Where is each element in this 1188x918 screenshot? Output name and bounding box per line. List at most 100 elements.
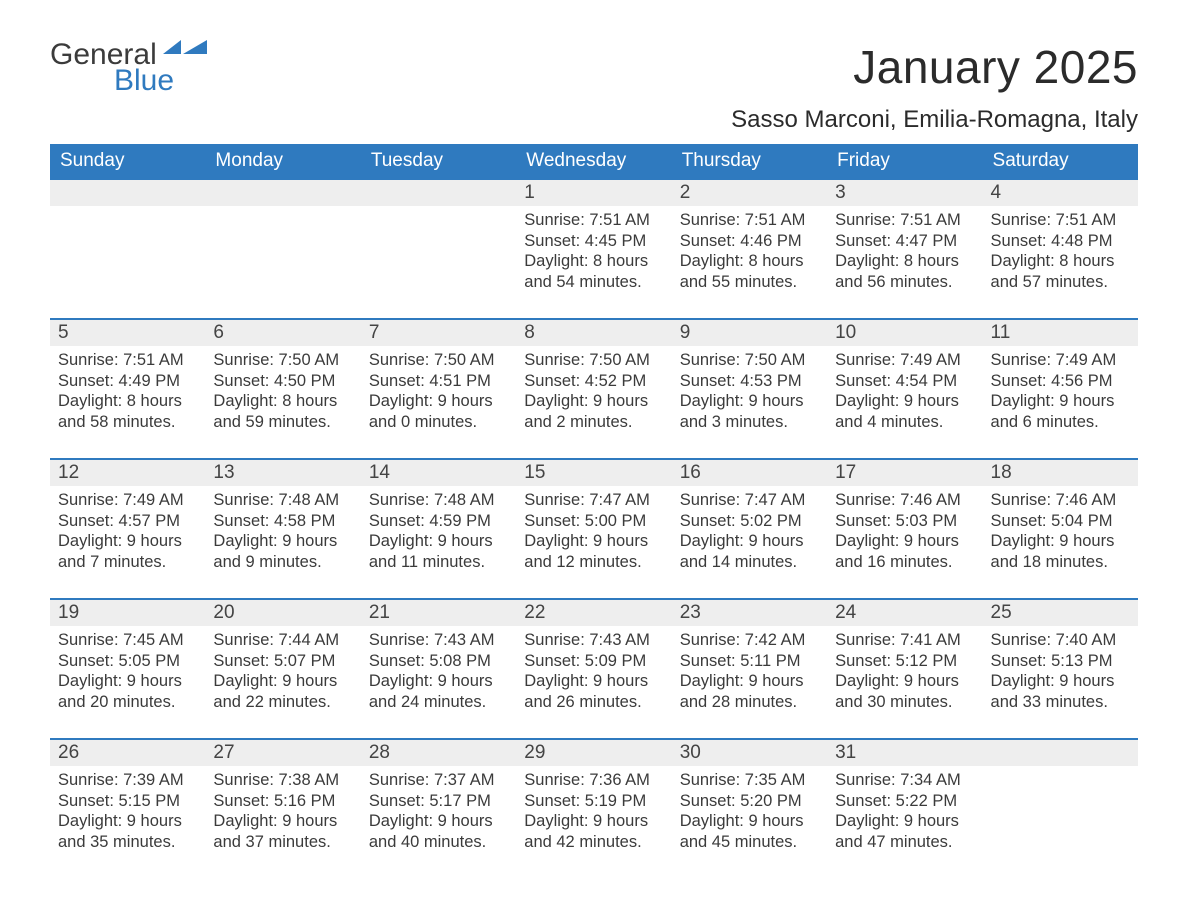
- daylight-line1: Daylight: 9 hours: [58, 811, 197, 832]
- sunrise-text: Sunrise: 7:51 AM: [58, 350, 197, 371]
- day-cell: 25Sunrise: 7:40 AMSunset: 5:13 PMDayligh…: [983, 599, 1138, 739]
- day-number: 14: [361, 460, 516, 486]
- sunset-text: Sunset: 4:54 PM: [835, 371, 974, 392]
- sunrise-text: Sunrise: 7:51 AM: [680, 210, 819, 231]
- day-number: [983, 740, 1138, 766]
- day-cell: 11Sunrise: 7:49 AMSunset: 4:56 PMDayligh…: [983, 319, 1138, 459]
- day-cell: 27Sunrise: 7:38 AMSunset: 5:16 PMDayligh…: [205, 739, 360, 879]
- day-body: Sunrise: 7:47 AMSunset: 5:02 PMDaylight:…: [672, 486, 827, 579]
- daylight-line1: Daylight: 8 hours: [58, 391, 197, 412]
- day-number: 19: [50, 600, 205, 626]
- day-body: Sunrise: 7:50 AMSunset: 4:51 PMDaylight:…: [361, 346, 516, 439]
- day-cell: 22Sunrise: 7:43 AMSunset: 5:09 PMDayligh…: [516, 599, 671, 739]
- sunrise-text: Sunrise: 7:48 AM: [369, 490, 508, 511]
- day-number: 24: [827, 600, 982, 626]
- day-body: [983, 766, 1138, 776]
- sunrise-text: Sunrise: 7:34 AM: [835, 770, 974, 791]
- sunset-text: Sunset: 5:19 PM: [524, 791, 663, 812]
- day-number: 22: [516, 600, 671, 626]
- daylight-line1: Daylight: 9 hours: [524, 531, 663, 552]
- sunrise-text: Sunrise: 7:38 AM: [213, 770, 352, 791]
- day-cell: 2Sunrise: 7:51 AMSunset: 4:46 PMDaylight…: [672, 179, 827, 319]
- sunset-text: Sunset: 5:03 PM: [835, 511, 974, 532]
- daylight-line2: and 4 minutes.: [835, 412, 974, 433]
- sunset-text: Sunset: 5:05 PM: [58, 651, 197, 672]
- sunset-text: Sunset: 4:57 PM: [58, 511, 197, 532]
- title-block: January 2025 Sasso Marconi, Emilia-Romag…: [731, 40, 1138, 134]
- day-header: Thursday: [672, 144, 827, 179]
- day-number: 23: [672, 600, 827, 626]
- daylight-line1: Daylight: 9 hours: [835, 531, 974, 552]
- day-body: Sunrise: 7:41 AMSunset: 5:12 PMDaylight:…: [827, 626, 982, 719]
- day-number: 21: [361, 600, 516, 626]
- sunrise-text: Sunrise: 7:36 AM: [524, 770, 663, 791]
- day-header: Friday: [827, 144, 982, 179]
- sunset-text: Sunset: 5:20 PM: [680, 791, 819, 812]
- day-body: Sunrise: 7:43 AMSunset: 5:09 PMDaylight:…: [516, 626, 671, 719]
- daylight-line1: Daylight: 9 hours: [524, 811, 663, 832]
- daylight-line2: and 26 minutes.: [524, 692, 663, 713]
- daylight-line1: Daylight: 8 hours: [213, 391, 352, 412]
- sunset-text: Sunset: 5:04 PM: [991, 511, 1130, 532]
- sunrise-text: Sunrise: 7:50 AM: [213, 350, 352, 371]
- sunrise-text: Sunrise: 7:42 AM: [680, 630, 819, 651]
- day-number: 18: [983, 460, 1138, 486]
- daylight-line1: Daylight: 9 hours: [58, 671, 197, 692]
- daylight-line2: and 35 minutes.: [58, 832, 197, 853]
- day-number: 4: [983, 180, 1138, 206]
- day-cell: 26Sunrise: 7:39 AMSunset: 5:15 PMDayligh…: [50, 739, 205, 879]
- day-header: Sunday: [50, 144, 205, 179]
- day-body: Sunrise: 7:38 AMSunset: 5:16 PMDaylight:…: [205, 766, 360, 859]
- day-cell: 20Sunrise: 7:44 AMSunset: 5:07 PMDayligh…: [205, 599, 360, 739]
- day-cell: 10Sunrise: 7:49 AMSunset: 4:54 PMDayligh…: [827, 319, 982, 459]
- day-cell: [50, 179, 205, 319]
- sunset-text: Sunset: 4:49 PM: [58, 371, 197, 392]
- daylight-line2: and 55 minutes.: [680, 272, 819, 293]
- week-row: 12Sunrise: 7:49 AMSunset: 4:57 PMDayligh…: [50, 459, 1138, 599]
- day-body: Sunrise: 7:37 AMSunset: 5:17 PMDaylight:…: [361, 766, 516, 859]
- logo: General Blue: [50, 40, 207, 96]
- daylight-line1: Daylight: 9 hours: [680, 531, 819, 552]
- sunset-text: Sunset: 5:16 PM: [213, 791, 352, 812]
- sunset-text: Sunset: 4:45 PM: [524, 231, 663, 252]
- daylight-line2: and 22 minutes.: [213, 692, 352, 713]
- day-cell: 8Sunrise: 7:50 AMSunset: 4:52 PMDaylight…: [516, 319, 671, 459]
- day-body: Sunrise: 7:39 AMSunset: 5:15 PMDaylight:…: [50, 766, 205, 859]
- day-number: 31: [827, 740, 982, 766]
- day-body: Sunrise: 7:48 AMSunset: 4:59 PMDaylight:…: [361, 486, 516, 579]
- daylight-line2: and 59 minutes.: [213, 412, 352, 433]
- sunrise-text: Sunrise: 7:47 AM: [524, 490, 663, 511]
- day-body: Sunrise: 7:46 AMSunset: 5:03 PMDaylight:…: [827, 486, 982, 579]
- daylight-line2: and 33 minutes.: [991, 692, 1130, 713]
- day-number: 3: [827, 180, 982, 206]
- sunrise-text: Sunrise: 7:43 AM: [524, 630, 663, 651]
- day-number: 5: [50, 320, 205, 346]
- day-body: Sunrise: 7:49 AMSunset: 4:56 PMDaylight:…: [983, 346, 1138, 439]
- day-cell: 24Sunrise: 7:41 AMSunset: 5:12 PMDayligh…: [827, 599, 982, 739]
- day-body: [50, 206, 205, 216]
- day-number: 20: [205, 600, 360, 626]
- sunrise-text: Sunrise: 7:46 AM: [835, 490, 974, 511]
- day-body: Sunrise: 7:43 AMSunset: 5:08 PMDaylight:…: [361, 626, 516, 719]
- day-body: Sunrise: 7:47 AMSunset: 5:00 PMDaylight:…: [516, 486, 671, 579]
- day-number: 11: [983, 320, 1138, 346]
- day-cell: 3Sunrise: 7:51 AMSunset: 4:47 PMDaylight…: [827, 179, 982, 319]
- daylight-line2: and 18 minutes.: [991, 552, 1130, 573]
- day-number: 9: [672, 320, 827, 346]
- daylight-line2: and 12 minutes.: [524, 552, 663, 573]
- day-number: [50, 180, 205, 206]
- day-number: [205, 180, 360, 206]
- daylight-line1: Daylight: 9 hours: [524, 671, 663, 692]
- day-body: Sunrise: 7:51 AMSunset: 4:46 PMDaylight:…: [672, 206, 827, 299]
- daylight-line1: Daylight: 9 hours: [835, 391, 974, 412]
- day-body: Sunrise: 7:50 AMSunset: 4:50 PMDaylight:…: [205, 346, 360, 439]
- daylight-line1: Daylight: 9 hours: [58, 531, 197, 552]
- daylight-line2: and 7 minutes.: [58, 552, 197, 573]
- sunrise-text: Sunrise: 7:49 AM: [835, 350, 974, 371]
- sunrise-text: Sunrise: 7:48 AM: [213, 490, 352, 511]
- day-number: 30: [672, 740, 827, 766]
- daylight-line1: Daylight: 8 hours: [680, 251, 819, 272]
- sunset-text: Sunset: 4:51 PM: [369, 371, 508, 392]
- day-number: 12: [50, 460, 205, 486]
- daylight-line1: Daylight: 9 hours: [369, 531, 508, 552]
